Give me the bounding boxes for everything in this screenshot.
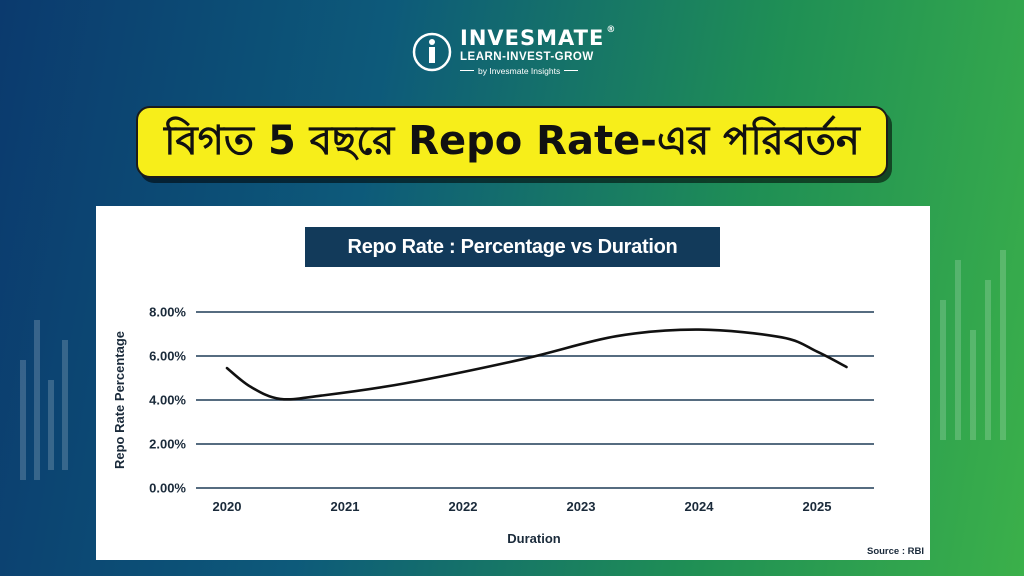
y-tick-label: 4.00% bbox=[149, 393, 186, 408]
brand-tagline: LEARN-INVEST-GROW bbox=[460, 51, 594, 63]
registered-mark: ® bbox=[606, 25, 617, 35]
brand-logo: INVESMATE ® LEARN-INVEST-GROW by Invesma… bbox=[412, 25, 617, 76]
x-tick-label: 2022 bbox=[449, 499, 478, 514]
x-axis-label: Duration bbox=[507, 531, 561, 546]
headline-banner: বিগত 5 বছরে Repo Rate-এর পরিবর্তন bbox=[136, 106, 888, 178]
y-axis-label: Repo Rate Percentage bbox=[112, 331, 127, 469]
x-tick-label: 2020 bbox=[213, 499, 242, 514]
x-tick-label: 2021 bbox=[331, 499, 360, 514]
source-note: Source : RBI bbox=[867, 546, 924, 557]
x-tick-label: 2025 bbox=[803, 499, 832, 514]
chart-title: Repo Rate : Percentage vs Duration bbox=[305, 227, 720, 267]
x-tick-label: 2023 bbox=[567, 499, 596, 514]
brand-name-row: INVESMATE ® bbox=[460, 25, 617, 50]
y-tick-label: 6.00% bbox=[149, 349, 186, 364]
series-line-repo-rate bbox=[225, 328, 848, 401]
y-tick-labels: 0.00% 2.00% 4.00% 6.00% 8.00% bbox=[149, 305, 186, 496]
brand-name: INVESMATE bbox=[460, 26, 605, 50]
y-tick-label: 8.00% bbox=[149, 305, 186, 320]
y-tick-label: 2.00% bbox=[149, 437, 186, 452]
x-tick-label: 2024 bbox=[685, 499, 715, 514]
grid-lines bbox=[196, 311, 874, 489]
repo-rate-line-chart: 0.00%2.00%4.00%6.00%8.00% 2020 2021 2022 20… bbox=[112, 305, 924, 558]
x-tick-labels: 2020 2021 2022 2023 2024 2025 bbox=[213, 499, 832, 514]
y-tick-label: 0.00% bbox=[149, 481, 186, 496]
brand-byline: by Invesmate Insights bbox=[460, 66, 616, 76]
invesmate-logo-icon bbox=[412, 32, 452, 71]
